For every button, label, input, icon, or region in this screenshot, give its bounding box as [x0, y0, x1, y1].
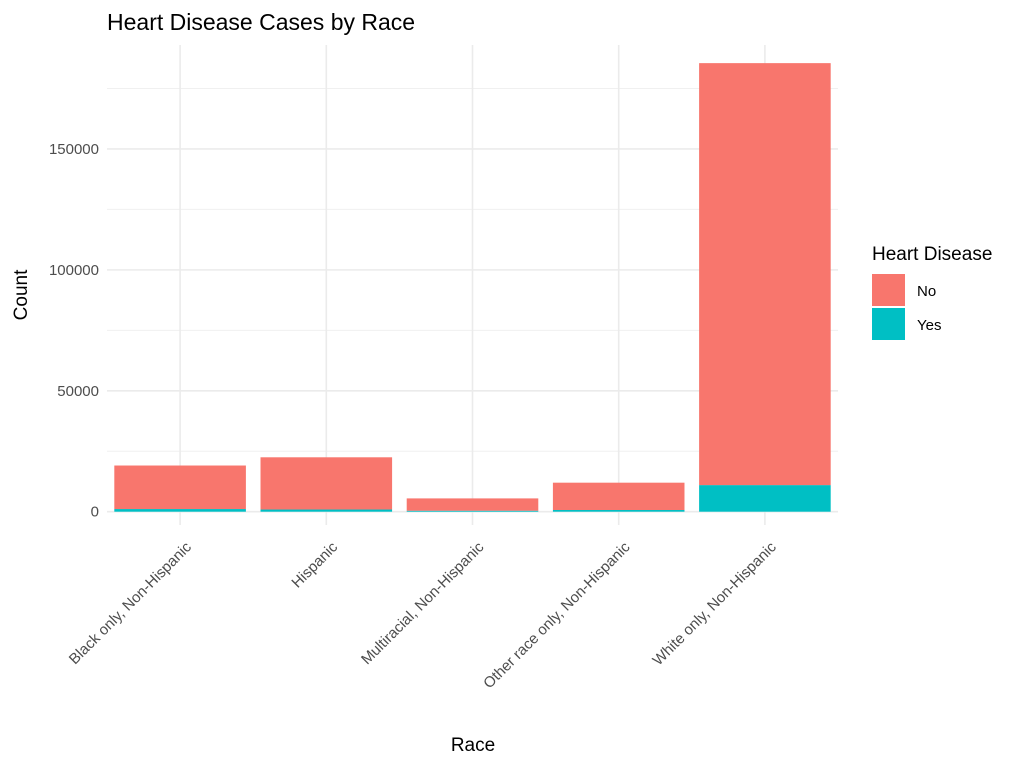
- legend-title: Heart Disease: [872, 244, 992, 265]
- bar-yes-1: [260, 509, 393, 512]
- bar-yes-4: [699, 485, 831, 512]
- x-axis-title: Race: [451, 735, 495, 756]
- bars: [114, 63, 831, 512]
- y-tick-label: 50000: [57, 383, 99, 400]
- legend-label-yes: Yes: [917, 317, 941, 334]
- legend-label-no: No: [917, 283, 936, 300]
- y-tick-label: 150000: [49, 141, 99, 158]
- x-tick-label: White only, Non-Hispanic: [649, 538, 780, 669]
- bar-yes-3: [552, 510, 685, 512]
- bar-no-2: [406, 498, 539, 511]
- bar-no-4: [699, 63, 831, 486]
- bar-yes-2: [406, 510, 539, 512]
- y-tick-label: 100000: [49, 262, 99, 279]
- chart-title: Heart Disease Cases by Race: [107, 9, 415, 35]
- bar-no-0: [114, 465, 246, 510]
- x-tick-label: Other race only, Non-Hispanic: [480, 538, 634, 692]
- x-tick-label: Black only, Non-Hispanic: [66, 538, 195, 667]
- bar-yes-0: [114, 509, 246, 512]
- x-tick-label: Hispanic: [288, 538, 341, 591]
- x-tick-label: Multiracial, Non-Hispanic: [358, 538, 488, 668]
- legend-key-yes: [872, 308, 905, 340]
- legend-key-no: [872, 274, 905, 306]
- y-tick-labels: 0 50000 100000 150000: [49, 141, 99, 521]
- y-tick-label: 0: [91, 504, 99, 521]
- legend: Heart Disease No Yes: [872, 244, 992, 340]
- y-axis-title: Count: [11, 269, 32, 320]
- bar-no-3: [552, 482, 685, 511]
- x-tick-labels: Black only, Non-Hispanic Hispanic Multirac…: [66, 538, 780, 692]
- bar-no-1: [260, 457, 393, 510]
